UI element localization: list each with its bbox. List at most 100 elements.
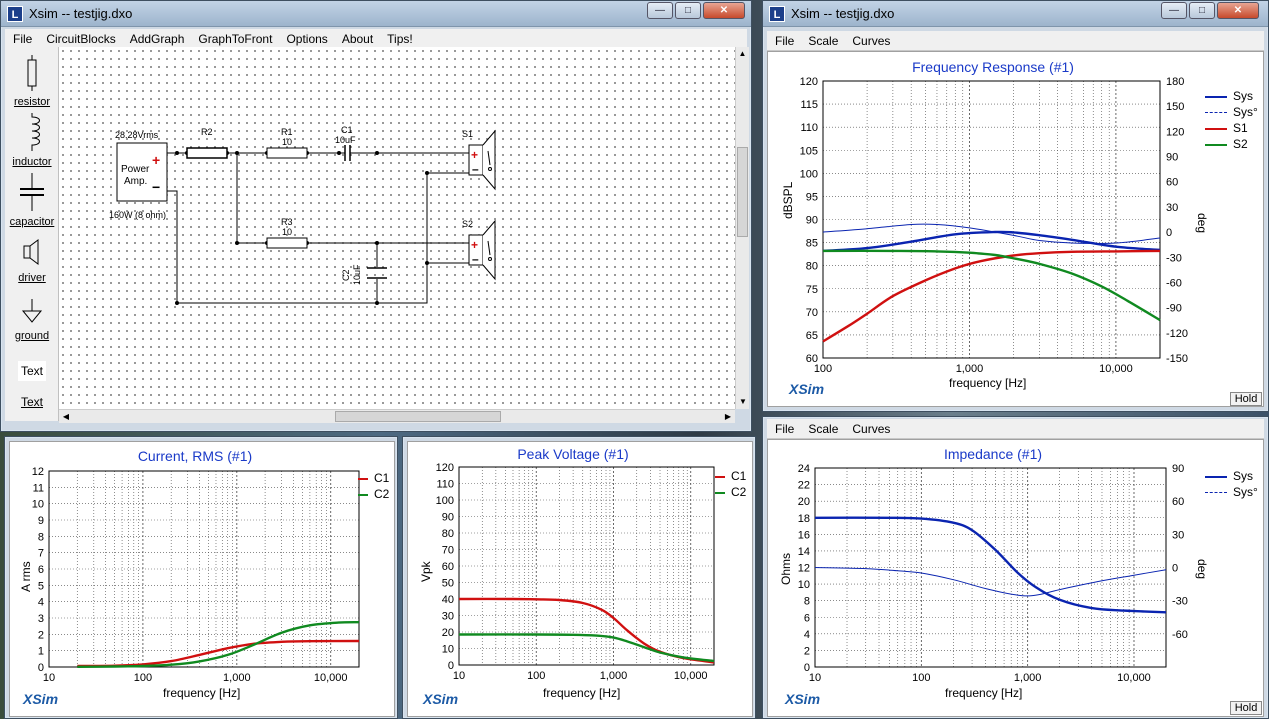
menu-curves[interactable]: Curves [852, 422, 891, 436]
menu-graphtofront[interactable]: GraphToFront [198, 32, 273, 46]
legend-item-c2[interactable]: C2 [358, 487, 389, 503]
y-tick-label: 2 [38, 629, 44, 641]
scroll-left-icon[interactable]: ◀ [62, 412, 70, 421]
scroll-right-icon[interactable]: ▶ [724, 412, 732, 421]
y2-tick-label: 0 [1166, 227, 1172, 239]
menu-about[interactable]: About [341, 32, 374, 46]
menu-addgraph[interactable]: AddGraph [129, 32, 185, 46]
schematic-canvas[interactable]: 28.28Vrms Power Amp. + − 160W (8 ohm) [59, 47, 735, 409]
vertical-scrollbar[interactable]: ▲ ▼ [735, 47, 749, 409]
y-tick-label: 95 [806, 191, 818, 203]
schematic-drawing: 28.28Vrms Power Amp. + − 160W (8 ohm) [109, 125, 496, 305]
grid [814, 467, 1167, 668]
maximize-icon[interactable]: □ [675, 2, 701, 19]
r3-label: R3 [281, 217, 293, 227]
y-tick-label: 80 [442, 528, 454, 540]
tool-ground[interactable]: ground [5, 299, 59, 342]
x-tick-label: 1,000 [223, 672, 251, 684]
legend-item-sys-phase[interactable]: Sys° [1205, 485, 1258, 501]
frequency-titlebar[interactable]: L Xsim -- testjig.dxo — □ ✕ [763, 1, 1268, 27]
menu-curves[interactable]: Curves [852, 34, 891, 48]
legend-item-c2[interactable]: C2 [715, 485, 746, 501]
hold-button[interactable]: Hold [1230, 701, 1262, 715]
y-tick-label: 9 [38, 515, 44, 527]
scroll-thumb[interactable] [737, 147, 748, 237]
y-tick-label: 100 [436, 495, 454, 507]
legend-item-s2[interactable]: S2 [1205, 137, 1258, 153]
tool-label: driver [18, 272, 46, 284]
scroll-up-icon[interactable]: ▲ [738, 49, 747, 58]
resistor-r2[interactable] [186, 147, 228, 159]
y-tick-label: 10 [442, 644, 454, 656]
c2-value: 10uF [352, 264, 362, 285]
capacitor-c2[interactable] [367, 267, 387, 279]
minimize-icon[interactable]: — [647, 2, 673, 19]
wires [167, 152, 469, 304]
y2-tick-label: 180 [1166, 76, 1184, 88]
y2-tick-label: 90 [1166, 152, 1178, 164]
tool-label: capacitor [9, 216, 55, 228]
y-tick-label: 5 [38, 580, 44, 592]
menu-scale[interactable]: Scale [808, 34, 839, 48]
scroll-down-icon[interactable]: ▼ [739, 397, 747, 406]
chart-title: Peak Voltage (#1) [517, 446, 629, 462]
resistor-r3[interactable] [266, 237, 308, 249]
horizontal-scrollbar[interactable]: ◀ ▶ [59, 409, 735, 423]
x-axis-label: frequency [Hz] [945, 686, 1023, 700]
legend-item-c1[interactable]: C1 [715, 469, 746, 485]
legend-item-sys[interactable]: Sys [1205, 469, 1258, 485]
menu-tips[interactable]: Tips! [387, 32, 413, 46]
menu-circuitblocks[interactable]: CircuitBlocks [46, 32, 116, 46]
y-tick-label: 7 [38, 548, 44, 560]
y-tick-label: 22 [798, 480, 810, 492]
close-icon[interactable]: ✕ [703, 2, 745, 19]
schematic-titlebar[interactable]: L Xsim -- testjig.dxo — □ ✕ [1, 1, 751, 27]
close-icon[interactable]: ✕ [1217, 2, 1259, 19]
y-tick-label: 90 [442, 512, 454, 524]
menu-scale[interactable]: Scale [808, 422, 839, 436]
y2-tick-label: 60 [1166, 177, 1178, 189]
legend-item-c1[interactable]: C1 [358, 471, 389, 487]
grid [458, 466, 715, 666]
current-window: Current, RMS (#1) frequency [Hz] A rms 0… [4, 436, 398, 719]
y2-tick-label: 120 [1166, 126, 1184, 138]
r3-value: 10 [282, 227, 292, 237]
legend-item-sys-phase[interactable]: Sys° [1205, 105, 1258, 121]
capacitor-c1[interactable] [339, 145, 355, 161]
svg-text:–: – [472, 162, 479, 176]
menu-options[interactable]: Options [286, 32, 328, 46]
speaker-s1[interactable]: + – [468, 129, 496, 191]
tool-capacitor[interactable]: capacitor [5, 173, 59, 228]
maximize-icon[interactable]: □ [1189, 2, 1215, 19]
legend-item-sys[interactable]: Sys [1205, 89, 1258, 105]
tool-inductor[interactable]: inductor [5, 113, 59, 168]
x-tick-label: 10 [809, 672, 821, 684]
y2-tick-label: 90 [1172, 463, 1184, 475]
frequency-graph-area [767, 51, 1264, 407]
tool-resistor[interactable]: resistor [5, 55, 59, 108]
speaker-s2[interactable]: + – [468, 219, 496, 281]
y-tick-label: 80 [806, 261, 818, 273]
tool-driver[interactable]: driver [5, 237, 59, 284]
tool-text-box[interactable]: Text [5, 361, 59, 381]
x-tick-label: 10 [453, 670, 465, 682]
r1-label: R1 [281, 127, 293, 137]
resistor-r1[interactable] [266, 147, 308, 159]
legend-item-s1[interactable]: S1 [1205, 121, 1258, 137]
amp-plus: + [152, 152, 160, 168]
y-tick-label: 85 [806, 238, 818, 250]
tool-text-label[interactable]: Text [5, 393, 59, 409]
menu-file[interactable]: File [775, 34, 795, 48]
y-tick-label: 3 [38, 613, 44, 625]
hold-button[interactable]: Hold [1230, 392, 1262, 406]
frequency-window: L Xsim -- testjig.dxo — □ ✕ File Scale Cur… [762, 0, 1269, 412]
menu-file[interactable]: File [775, 422, 795, 436]
menu-file[interactable]: File [13, 32, 33, 46]
y-tick-label: 4 [804, 629, 810, 641]
app-icon: L [7, 6, 23, 22]
power-amp-block[interactable] [116, 142, 168, 202]
scroll-thumb[interactable] [335, 411, 501, 422]
minimize-icon[interactable]: — [1161, 2, 1187, 19]
x-tick-label: 1,000 [956, 363, 984, 375]
y-tick-label: 10 [798, 579, 810, 591]
